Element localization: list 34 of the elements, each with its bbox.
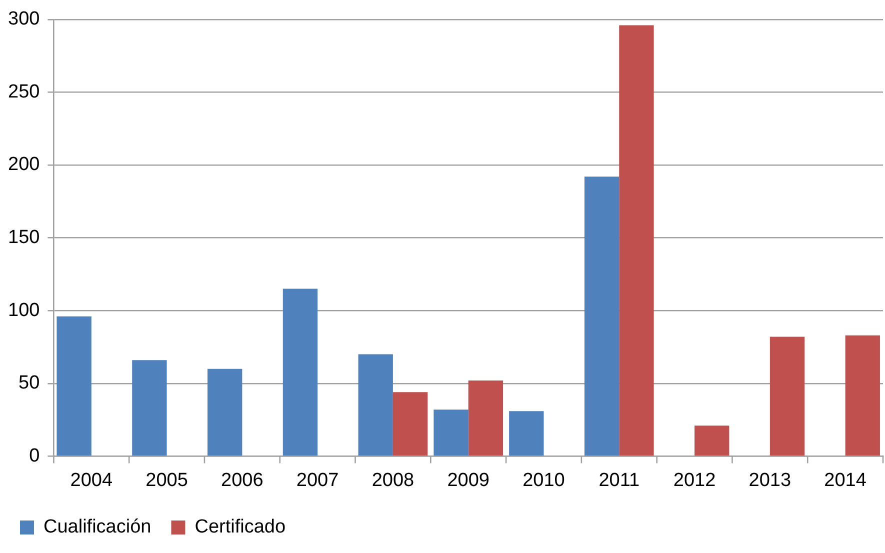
x-tick-label: 2010 [522,470,565,491]
bar [770,336,805,456]
bar [56,316,92,456]
bar [584,176,620,456]
x-tick-label: 2009 [447,470,490,491]
y-tick-label: 150 [8,227,40,248]
x-tick-label: 2004 [70,470,113,491]
x-tick-label: 2013 [748,470,792,491]
bar [132,360,167,456]
bar [434,410,468,456]
y-tick-label: 50 [18,372,40,394]
bar [208,368,242,456]
bar [392,392,428,456]
y-tick-label: 250 [8,81,40,102]
y-tick-label: 300 [8,8,40,30]
bar [845,335,880,456]
legend-label: Cualificación [44,516,152,538]
bar [619,25,654,456]
legend-label: Certificado [194,516,286,538]
x-tick-label: 2005 [146,470,188,491]
y-tick-label: 0 [29,445,40,466]
x-tick-label: 2012 [673,470,716,491]
bar [694,426,730,456]
y-tick-label: 200 [8,154,40,176]
x-tick-label: 2014 [824,470,867,491]
x-tick-label: 2006 [221,470,264,491]
x-tick-label: 2007 [296,470,339,491]
x-tick-label: 2011 [598,470,640,491]
y-tick-label: 100 [8,300,40,321]
x-tick-label: 2008 [372,470,414,491]
bar [468,380,504,456]
bar [358,354,393,456]
bar [509,411,544,456]
bar [282,288,318,456]
